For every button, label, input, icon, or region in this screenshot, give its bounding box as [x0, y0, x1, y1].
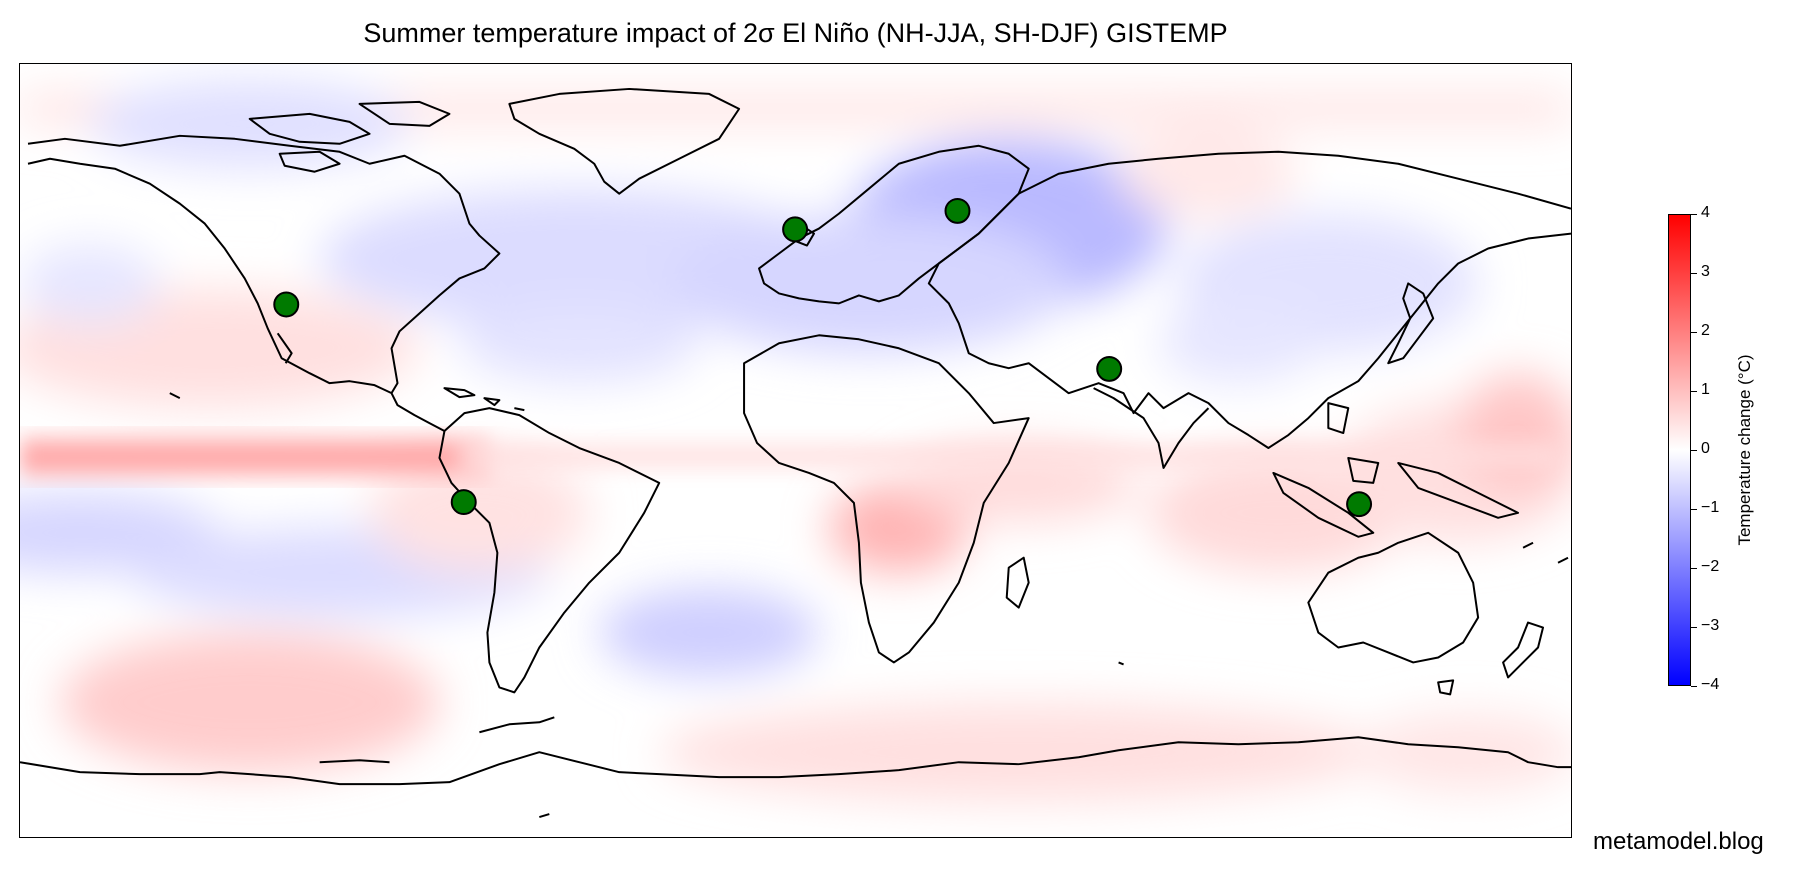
colorbar-tick-mark: [1691, 273, 1697, 274]
colorbar-tick-mark: [1691, 332, 1697, 333]
coast-small-islands: [169, 392, 1569, 819]
colorbar-tick-label: 0: [1701, 440, 1710, 457]
coast-se-asia-islands: [1272, 402, 1520, 538]
colorbar: [1668, 214, 1691, 686]
watermark: metamodel.blog: [1593, 828, 1764, 855]
coast-africa: [743, 334, 1030, 664]
coast-australia: [1307, 531, 1480, 696]
coast-india: [1093, 387, 1210, 469]
city-markers: [273, 197, 1373, 518]
colorbar-tick-mark: [1691, 686, 1697, 687]
map-svg: [20, 78, 1571, 819]
colorbar-tick-mark: [1691, 214, 1697, 215]
coastlines: [20, 87, 1571, 819]
coast-greenland: [508, 87, 741, 195]
coast-madagascar: [1005, 556, 1030, 609]
colorbar-tick-label: 4: [1701, 204, 1710, 221]
colorbar-tick-label: −3: [1701, 617, 1720, 634]
colorbar-tick-label: −2: [1701, 558, 1720, 575]
city-marker-lima: [450, 489, 477, 516]
colorbar-tick-label: −4: [1701, 676, 1720, 693]
colorbar-label: Temperature change (°C): [1735, 354, 1754, 546]
coast-new-zealand: [1502, 621, 1545, 679]
colorbar-tick-mark: [1691, 509, 1697, 510]
coast-arctic-islands: [248, 100, 451, 173]
colorbar-tick-mark: [1691, 391, 1697, 392]
city-marker-moscow: [944, 197, 971, 224]
colorbar-tick-mark: [1691, 568, 1697, 569]
city-marker-darwin: [1346, 491, 1373, 518]
coast-north-america: [27, 134, 501, 432]
chart-title: Summer temperature impact of 2σ El Niño …: [363, 18, 1228, 48]
city-marker-london: [782, 216, 809, 243]
coast-caribbean: [443, 387, 525, 412]
coast-south-america: [438, 407, 661, 694]
coast-antarctica: [20, 716, 1571, 786]
colorbar-tick-label: −1: [1701, 499, 1720, 516]
colorbar-tick-mark: [1691, 450, 1697, 451]
el-nino-warm-band: [20, 435, 1559, 479]
colorbar-tick-label: 2: [1701, 322, 1710, 339]
colorbar-tick-label: 1: [1701, 381, 1710, 398]
colorbar-tick-mark: [1691, 627, 1697, 628]
coast-japan: [1387, 282, 1435, 365]
map-frame: [19, 63, 1572, 838]
colorbar-tick-label: 3: [1701, 263, 1710, 280]
city-marker-mumbai: [1096, 355, 1123, 382]
city-marker-los-angeles: [273, 291, 300, 318]
